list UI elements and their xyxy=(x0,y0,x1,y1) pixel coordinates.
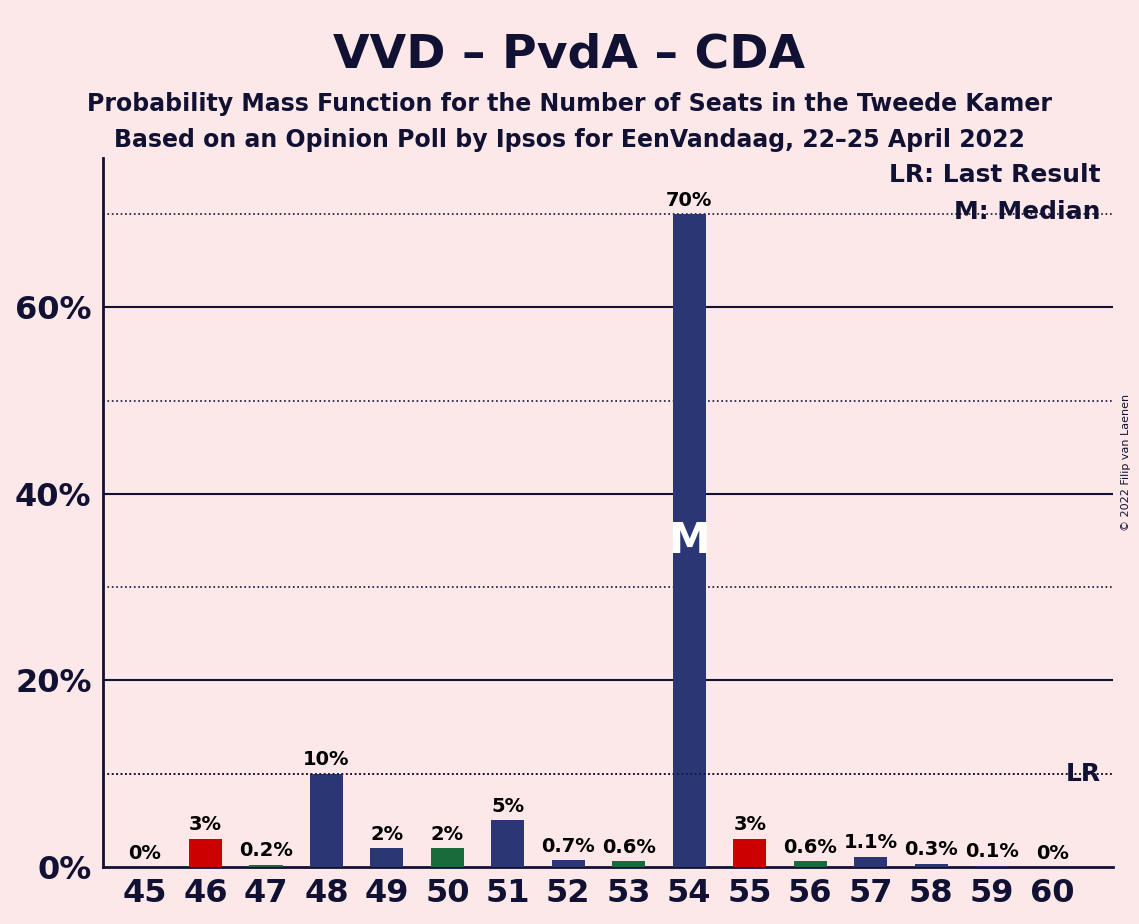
Bar xyxy=(189,839,222,867)
Bar xyxy=(249,865,282,867)
Bar xyxy=(794,861,827,867)
Text: 3%: 3% xyxy=(189,815,222,834)
Bar xyxy=(975,866,1008,867)
Text: 0.7%: 0.7% xyxy=(541,837,596,856)
Text: 70%: 70% xyxy=(666,190,713,210)
Bar xyxy=(612,861,646,867)
Text: © 2022 Filip van Laenen: © 2022 Filip van Laenen xyxy=(1121,394,1131,530)
Text: 0%: 0% xyxy=(129,845,162,863)
Text: LR: LR xyxy=(1065,761,1100,785)
Bar xyxy=(854,857,887,867)
Text: Probability Mass Function for the Number of Seats in the Tweede Kamer: Probability Mass Function for the Number… xyxy=(87,92,1052,116)
Bar xyxy=(734,839,767,867)
Text: 0.6%: 0.6% xyxy=(784,838,837,857)
Text: 3%: 3% xyxy=(734,815,767,834)
Bar xyxy=(551,860,585,867)
Text: Based on an Opinion Poll by Ipsos for EenVandaag, 22–25 April 2022: Based on an Opinion Poll by Ipsos for Ee… xyxy=(114,128,1025,152)
Bar xyxy=(915,864,948,867)
Text: 0.3%: 0.3% xyxy=(904,841,958,859)
Bar xyxy=(673,214,706,867)
Text: 0.6%: 0.6% xyxy=(601,838,656,857)
Text: 0.1%: 0.1% xyxy=(965,843,1018,861)
Text: 2%: 2% xyxy=(370,824,403,844)
Bar xyxy=(431,848,464,867)
Text: 0%: 0% xyxy=(1035,845,1068,863)
Bar xyxy=(310,773,343,867)
Text: M: Median: M: Median xyxy=(954,201,1100,225)
Bar xyxy=(370,848,403,867)
Text: VVD – PvdA – CDA: VVD – PvdA – CDA xyxy=(334,32,805,78)
Text: 10%: 10% xyxy=(303,750,350,769)
Text: 5%: 5% xyxy=(491,796,524,816)
Text: LR: Last Result: LR: Last Result xyxy=(888,163,1100,187)
Text: 1.1%: 1.1% xyxy=(844,833,898,852)
Text: 2%: 2% xyxy=(431,824,464,844)
Text: 0.2%: 0.2% xyxy=(239,842,293,860)
Text: M: M xyxy=(669,519,710,562)
Bar xyxy=(491,821,524,867)
